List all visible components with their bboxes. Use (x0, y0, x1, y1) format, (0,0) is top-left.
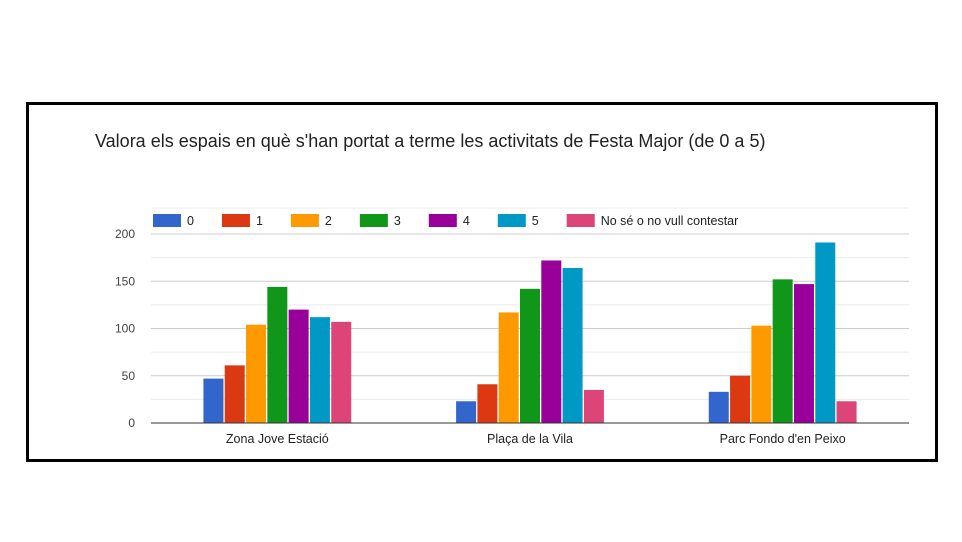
legend-label[interactable]: 1 (256, 214, 263, 228)
legend: 0 1 2 3 4 5 No sé o no vull contestar (153, 214, 738, 228)
bar[interactable] (562, 268, 583, 423)
bar[interactable] (772, 279, 793, 423)
y-tick-label: 100 (115, 322, 135, 336)
bar[interactable] (793, 284, 814, 423)
bar[interactable] (203, 378, 224, 423)
legend-swatch[interactable] (290, 214, 319, 227)
legend-swatch[interactable] (428, 214, 457, 227)
x-axis: Zona Jove Estació Plaça de la Vila Parc Fo… (151, 422, 909, 446)
legend-swatch[interactable] (359, 214, 388, 227)
x-category-label: Zona Jove Estació (226, 432, 329, 446)
y-tick-label: 0 (128, 416, 135, 430)
bar[interactable] (751, 325, 772, 423)
legend-swatch[interactable] (566, 214, 595, 227)
bar[interactable] (815, 242, 836, 423)
legend-swatch[interactable] (153, 214, 181, 227)
legend-swatch[interactable] (497, 214, 526, 227)
legend-swatch[interactable] (221, 214, 250, 227)
chart-frame: Valora els espais en què s'han portat a … (26, 102, 938, 462)
legend-label[interactable]: 0 (187, 214, 194, 228)
bar[interactable] (730, 375, 751, 423)
x-category-label: Parc Fondo d'en Peixo (720, 432, 846, 446)
bar[interactable] (541, 260, 562, 423)
bar[interactable] (246, 324, 267, 423)
bar[interactable] (498, 312, 519, 423)
legend-label[interactable]: 5 (532, 214, 539, 228)
y-tick-label: 150 (115, 274, 135, 288)
legend-label[interactable]: 3 (394, 214, 401, 228)
bar[interactable] (520, 288, 540, 423)
bar[interactable] (708, 391, 729, 423)
bar[interactable] (309, 317, 330, 423)
bar[interactable] (456, 401, 477, 423)
y-tick-label: 50 (122, 369, 136, 383)
legend-label[interactable]: 4 (463, 214, 470, 228)
legend-label[interactable]: 2 (325, 214, 332, 228)
bar[interactable] (224, 365, 245, 423)
bar[interactable] (836, 401, 857, 423)
bar[interactable] (267, 286, 288, 423)
bar[interactable] (331, 321, 352, 423)
x-category-label: Plaça de la Vila (487, 432, 573, 446)
chart-title: Valora els espais en què s'han portat a … (95, 131, 766, 151)
y-axis: 0 50 100 150 200 (115, 227, 135, 430)
bars (203, 242, 857, 423)
bar[interactable] (477, 384, 498, 423)
bar[interactable] (288, 309, 309, 423)
legend-label[interactable]: No sé o no vull contestar (601, 214, 739, 228)
y-tick-label: 200 (115, 227, 135, 241)
bar[interactable] (583, 389, 604, 423)
